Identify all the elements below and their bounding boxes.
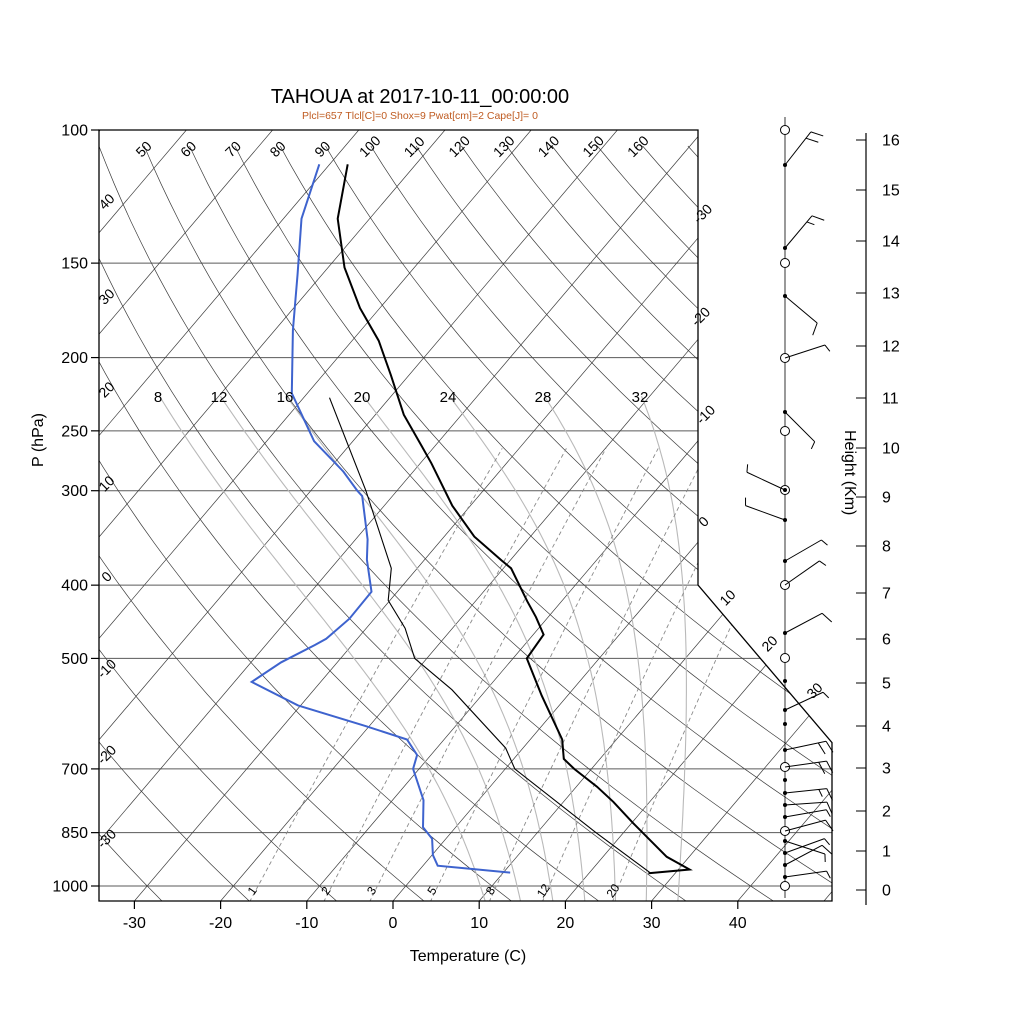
svg-text:20: 20 <box>758 632 780 654</box>
svg-text:11: 11 <box>882 391 899 408</box>
svg-text:1000: 1000 <box>52 879 88 896</box>
svg-text:-20: -20 <box>688 304 714 330</box>
svg-text:10: 10 <box>716 586 738 608</box>
svg-text:-20: -20 <box>209 915 232 932</box>
svg-text:0: 0 <box>98 568 115 585</box>
svg-text:-30: -30 <box>94 826 120 852</box>
svg-text:110: 110 <box>400 133 427 160</box>
svg-text:1: 1 <box>882 844 891 861</box>
svg-text:500: 500 <box>61 651 88 668</box>
svg-text:12: 12 <box>211 389 228 406</box>
svg-text:12: 12 <box>882 339 900 356</box>
svg-text:30: 30 <box>803 679 825 701</box>
svg-text:2: 2 <box>882 804 891 821</box>
svg-text:0: 0 <box>389 915 398 932</box>
svg-text:120: 120 <box>445 132 473 160</box>
height-axis-label: Height (Km) <box>841 430 858 516</box>
svg-text:-10: -10 <box>94 656 120 682</box>
svg-text:-30: -30 <box>690 201 716 227</box>
svg-text:16: 16 <box>277 389 294 406</box>
svg-text:60: 60 <box>177 138 199 160</box>
svg-text:30: 30 <box>643 915 661 932</box>
svg-text:20: 20 <box>603 881 622 900</box>
svg-text:-10: -10 <box>295 915 318 932</box>
svg-text:7: 7 <box>882 586 891 603</box>
svg-text:13: 13 <box>882 286 900 303</box>
svg-text:130: 130 <box>490 132 518 160</box>
svg-text:16: 16 <box>882 133 900 150</box>
svg-text:-10: -10 <box>693 402 719 428</box>
svg-text:150: 150 <box>61 256 88 273</box>
svg-text:20: 20 <box>557 915 575 932</box>
svg-text:20: 20 <box>354 389 371 406</box>
svg-text:6: 6 <box>882 632 891 649</box>
svg-text:250: 250 <box>61 423 88 440</box>
svg-text:24: 24 <box>440 389 457 406</box>
svg-text:-30: -30 <box>123 915 146 932</box>
svg-text:10: 10 <box>470 915 488 932</box>
svg-text:8: 8 <box>154 389 162 406</box>
svg-text:140: 140 <box>535 132 563 160</box>
svg-text:0: 0 <box>882 883 891 900</box>
svg-text:3: 3 <box>882 761 891 778</box>
svg-text:-20: -20 <box>94 742 120 768</box>
svg-text:160: 160 <box>624 132 652 160</box>
svg-text:4: 4 <box>882 719 891 736</box>
sounding-parameters: Plcl=657 Tlcl[C]=0 Shox=9 Pwat[cm]=2 Cap… <box>302 110 538 122</box>
svg-text:9: 9 <box>882 490 891 507</box>
svg-text:100: 100 <box>61 123 88 140</box>
svg-text:40: 40 <box>729 915 747 932</box>
chart-title: TAHOUA at 2017-10-11_00:00:00 <box>270 86 570 108</box>
svg-text:8: 8 <box>882 539 891 556</box>
svg-text:300: 300 <box>61 483 88 500</box>
svg-text:15: 15 <box>882 183 900 200</box>
svg-text:700: 700 <box>61 761 88 778</box>
svg-text:50: 50 <box>132 138 154 160</box>
svg-text:100: 100 <box>356 132 384 160</box>
svg-text:850: 850 <box>61 825 88 842</box>
svg-text:14: 14 <box>882 234 900 251</box>
svg-text:28: 28 <box>535 389 552 406</box>
svg-text:5: 5 <box>882 676 891 693</box>
svg-text:32: 32 <box>632 389 649 406</box>
svg-text:70: 70 <box>222 138 244 160</box>
svg-text:10: 10 <box>882 441 900 458</box>
svg-text:200: 200 <box>61 350 88 367</box>
svg-text:150: 150 <box>579 132 607 160</box>
svg-text:400: 400 <box>61 578 88 595</box>
svg-text:90: 90 <box>311 138 333 160</box>
temperature-axis-label: Temperature (C) <box>409 948 527 965</box>
svg-text:80: 80 <box>266 138 288 160</box>
